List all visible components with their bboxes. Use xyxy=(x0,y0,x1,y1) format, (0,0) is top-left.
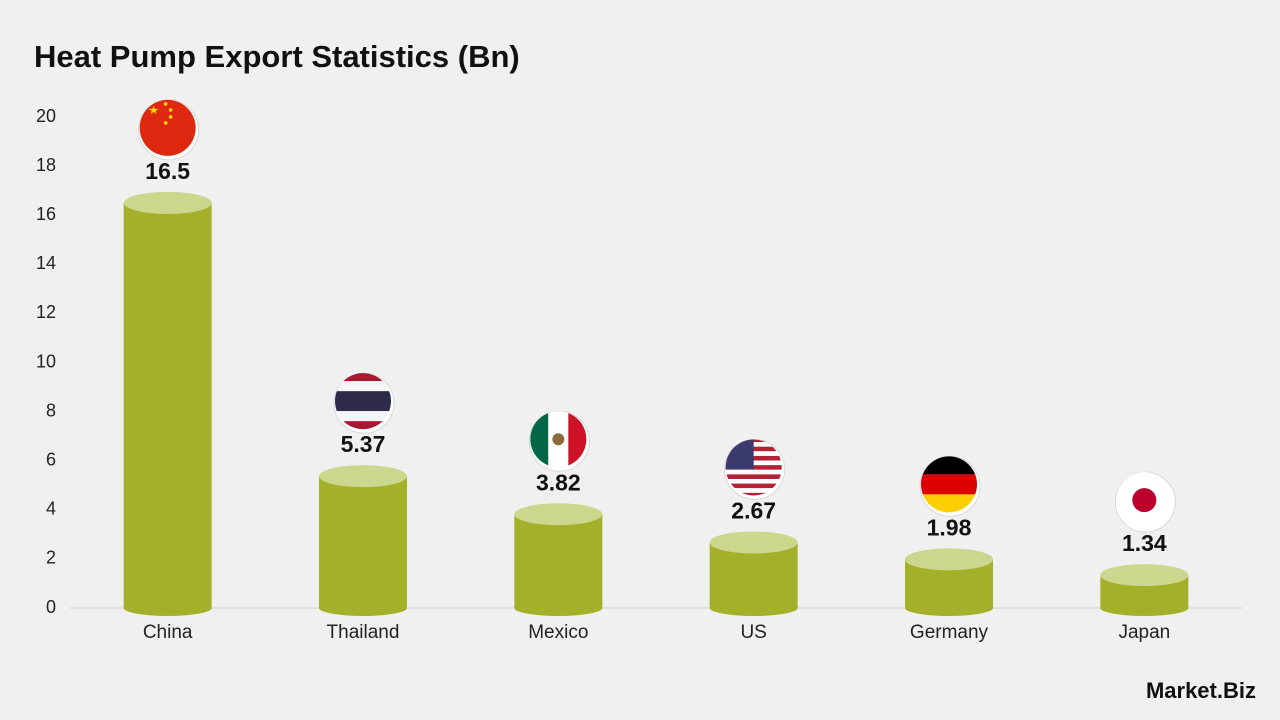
x-tick-label: Thailand xyxy=(327,622,400,643)
flag-part xyxy=(725,469,782,475)
x-tick-label: China xyxy=(143,622,193,643)
flag xyxy=(139,99,196,156)
y-tick-label: 6 xyxy=(46,449,56,469)
flag-star xyxy=(163,102,168,106)
x-tick-label: US xyxy=(740,622,766,643)
y-tick-label: 18 xyxy=(36,155,56,175)
bar-top xyxy=(123,191,212,214)
flag-star xyxy=(148,105,159,114)
bar-top xyxy=(709,531,798,554)
flag-part xyxy=(921,494,977,513)
flag xyxy=(335,373,391,430)
bar-top xyxy=(319,465,407,488)
value-label: 16.5 xyxy=(145,158,190,184)
flag-part xyxy=(335,391,391,412)
y-tick-label: 2 xyxy=(46,548,56,568)
flag-part xyxy=(725,478,782,484)
flag-part xyxy=(530,411,549,468)
flag-icon xyxy=(333,372,395,434)
flag-disc xyxy=(1132,488,1157,513)
flag-part xyxy=(335,373,391,382)
flag-part xyxy=(725,492,782,496)
flag-part xyxy=(139,99,196,156)
flag xyxy=(1116,472,1173,529)
flag-part xyxy=(725,488,782,493)
flag-part xyxy=(335,381,391,392)
bar-top xyxy=(514,503,603,526)
flag-part xyxy=(921,474,977,495)
flag-icon xyxy=(1114,471,1176,533)
flag-icon xyxy=(528,410,590,472)
y-tick-label: 12 xyxy=(36,302,56,322)
flag-icon xyxy=(724,438,786,500)
x-tick-label: Germany xyxy=(910,622,989,643)
flag-part xyxy=(725,483,782,489)
value-label: 2.67 xyxy=(731,498,776,524)
y-tick-label: 4 xyxy=(46,499,56,519)
flag-canton xyxy=(725,439,754,470)
chart-title: Heat Pump Export Statistics (Bn) xyxy=(34,39,520,74)
value-label: 1.98 xyxy=(927,514,972,540)
bar xyxy=(514,514,603,608)
bar-top xyxy=(1100,564,1189,587)
flag-part xyxy=(568,411,587,468)
flag-star xyxy=(163,121,168,125)
y-tick-label: 8 xyxy=(46,400,56,420)
flag-emblem xyxy=(552,433,565,446)
value-label: 5.37 xyxy=(341,431,386,457)
bar xyxy=(123,202,212,609)
y-tick-label: 10 xyxy=(36,351,56,371)
y-tick-label: 16 xyxy=(36,204,56,224)
flag-part xyxy=(921,456,977,475)
bar-top xyxy=(905,548,993,571)
flag-part xyxy=(335,421,391,430)
brand-logo: Market.Biz xyxy=(1146,678,1256,703)
bar xyxy=(319,476,407,608)
flag-star xyxy=(168,108,173,112)
y-tick-label: 14 xyxy=(36,253,56,273)
y-tick-label: 20 xyxy=(36,106,56,126)
flag xyxy=(530,411,587,468)
y-tick-label: 0 xyxy=(46,597,56,617)
x-tick-label: Mexico xyxy=(528,622,588,643)
flag-part xyxy=(725,474,782,479)
flag xyxy=(921,456,977,513)
flag-part xyxy=(335,411,391,422)
flag-icon xyxy=(919,455,981,517)
flag-icon xyxy=(138,99,200,161)
x-tick-label: Japan xyxy=(1118,622,1170,643)
flag-star xyxy=(168,115,173,119)
value-label: 3.82 xyxy=(536,469,581,495)
value-label: 1.34 xyxy=(1122,530,1167,556)
